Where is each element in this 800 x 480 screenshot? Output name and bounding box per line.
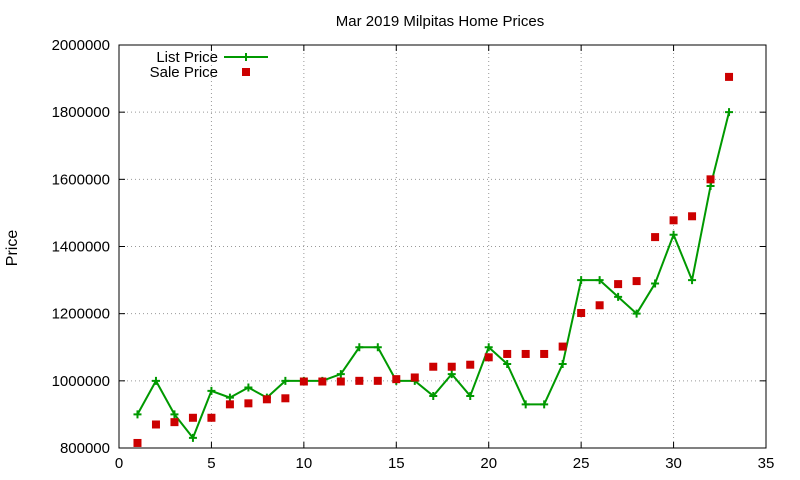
list-price-point	[133, 410, 142, 419]
sale-price-point	[577, 308, 586, 317]
list-price-point	[503, 360, 512, 369]
list-price-point	[429, 391, 438, 400]
sale-price-point	[170, 418, 179, 427]
sale-price-point	[207, 413, 216, 422]
sale-price-point	[540, 349, 549, 358]
x-tick-label: 35	[758, 455, 775, 472]
list-price-point	[170, 410, 179, 419]
list-price-point	[521, 400, 530, 409]
sale-price-point	[281, 394, 290, 403]
y-tick-label: 1800000	[52, 104, 110, 121]
sale-price-point	[706, 175, 715, 184]
list-price-point	[466, 391, 475, 400]
list-price-point	[447, 370, 456, 379]
sale-price-point	[558, 342, 567, 351]
sale-price-point	[392, 375, 401, 384]
list-price-point	[225, 393, 234, 402]
sale-price-point	[225, 400, 234, 409]
y-axis-label: Price	[4, 230, 21, 267]
sale-price-point	[262, 395, 271, 404]
y-tick-label: 1000000	[52, 373, 110, 390]
series-layer	[133, 72, 734, 447]
x-tick-label: 0	[115, 455, 123, 472]
list-price-point	[595, 276, 604, 285]
sale-price-point	[484, 353, 493, 362]
chart-title: Mar 2019 Milpitas Home Prices	[336, 13, 544, 30]
sale-price-point	[355, 376, 364, 385]
x-tick-label: 5	[207, 455, 215, 472]
sale-price-point	[466, 360, 475, 369]
y-tick-label: 1600000	[52, 171, 110, 188]
sale-price-point	[725, 72, 734, 81]
y-tick-label: 800000	[60, 440, 110, 457]
list-price-point	[188, 433, 197, 442]
sale-price-point	[632, 277, 641, 286]
list-price-point	[725, 108, 734, 117]
sale-price-point	[669, 216, 678, 225]
axis-ticks: 0 5 10 15 20 25 30 35 800000 1000000 1200000 140000…	[52, 37, 775, 472]
sale-price-point	[336, 377, 345, 386]
sale-price-point	[410, 373, 419, 382]
sale-price-point	[521, 349, 530, 358]
sale-price-point	[651, 233, 660, 242]
sale-price-point	[318, 377, 327, 386]
sale-price-point	[688, 212, 697, 221]
legend-label-list-price: List Price	[156, 49, 218, 66]
list-price-point	[632, 309, 641, 318]
sale-price-point	[151, 420, 160, 429]
sale-price-point	[244, 399, 253, 408]
list-price-point	[207, 386, 216, 395]
sale-price-point	[188, 413, 197, 422]
legend-marker-sale-price	[242, 68, 250, 76]
sale-price-point	[614, 280, 623, 289]
list-price-point	[706, 182, 715, 191]
list-price-point	[577, 276, 586, 285]
list-price-point	[669, 230, 678, 239]
list-price-line	[136, 111, 730, 439]
list-price-point	[540, 400, 549, 409]
y-tick-label: 1400000	[52, 239, 110, 256]
sale-price-point	[595, 301, 604, 310]
list-price-point	[651, 279, 660, 288]
legend-label-sale-price: Sale Price	[150, 64, 218, 81]
list-price-point	[281, 376, 290, 385]
list-price-point	[688, 276, 697, 285]
sale-price-point	[447, 362, 456, 371]
sale-price-point	[299, 377, 308, 386]
x-tick-label: 15	[388, 455, 405, 472]
list-price-point	[373, 343, 382, 352]
x-tick-label: 10	[296, 455, 313, 472]
list-price-point	[558, 360, 567, 369]
list-price-point	[614, 292, 623, 301]
list-price-point	[244, 383, 253, 392]
sale-price-point	[133, 438, 142, 447]
y-tick-label: 2000000	[52, 37, 110, 54]
sale-price-point	[373, 376, 382, 385]
sale-price-point	[503, 349, 512, 358]
plot-frame	[118, 44, 767, 449]
legend-marker-list-price	[242, 53, 250, 61]
list-price-point	[355, 343, 364, 352]
x-tick-label: 30	[665, 455, 682, 472]
list-price-point	[151, 376, 160, 385]
x-tick-label: 20	[480, 455, 497, 472]
list-price-point	[336, 370, 345, 379]
y-tick-label: 1200000	[52, 306, 110, 323]
list-price-point	[484, 343, 493, 352]
x-tick-label: 25	[573, 455, 590, 472]
sale-price-point	[429, 362, 438, 371]
